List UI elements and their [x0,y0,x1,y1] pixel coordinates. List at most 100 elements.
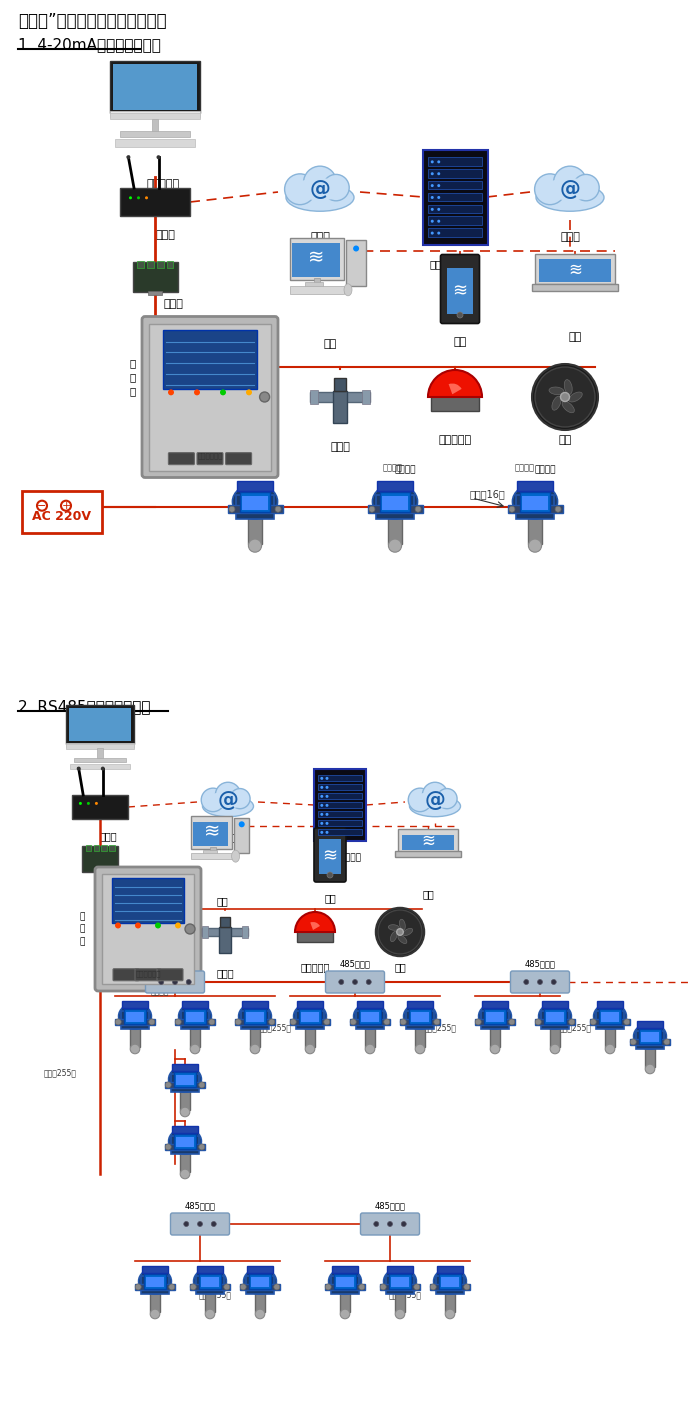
Bar [110,61,200,113]
Bar [428,228,482,236]
Circle shape [430,172,434,176]
Circle shape [395,1309,405,1318]
Circle shape [366,979,371,985]
Ellipse shape [562,401,575,412]
Bar [430,395,480,411]
Text: 声光报警器: 声光报警器 [300,962,330,972]
Bar [220,917,230,927]
Circle shape [573,174,599,201]
Bar [70,764,130,770]
Circle shape [430,219,434,222]
Text: 风机: 风机 [394,962,406,972]
Circle shape [224,1285,230,1290]
Circle shape [172,979,178,985]
Text: ≋: ≋ [323,847,337,865]
Bar [382,495,407,509]
Circle shape [194,390,200,395]
Circle shape [275,507,281,512]
Bar [379,492,410,512]
Circle shape [569,1019,575,1024]
Bar [163,331,257,390]
Circle shape [374,1221,379,1227]
Bar [356,1012,384,1029]
Bar [332,1266,358,1273]
Circle shape [326,832,328,834]
Circle shape [438,219,440,222]
Circle shape [408,788,432,812]
Bar [350,1019,390,1026]
Text: 转换器: 转换器 [163,300,183,310]
Bar [428,182,482,190]
Bar [439,1275,461,1289]
Circle shape [321,832,323,834]
Text: 485中继器: 485中继器 [185,1202,216,1210]
Text: 信号输出: 信号输出 [383,463,403,471]
Circle shape [205,1309,215,1318]
Circle shape [127,155,130,159]
Text: 可连接255台: 可连接255台 [258,1023,291,1031]
Ellipse shape [328,1268,361,1294]
FancyBboxPatch shape [169,453,195,464]
Bar [539,259,611,281]
FancyBboxPatch shape [326,971,384,993]
Bar [149,324,271,470]
Circle shape [430,184,434,187]
Bar [640,1033,659,1043]
Ellipse shape [414,792,456,808]
Bar [544,1009,566,1024]
Circle shape [235,1019,241,1024]
Circle shape [321,795,323,798]
Circle shape [229,507,235,512]
Circle shape [201,788,225,812]
Bar [237,481,272,491]
Bar [199,1275,221,1289]
Bar [314,279,320,283]
Circle shape [378,910,422,954]
Circle shape [135,923,141,929]
Circle shape [437,788,457,809]
Ellipse shape [169,1128,202,1154]
Circle shape [438,172,440,176]
Bar [362,390,370,404]
Ellipse shape [202,796,253,816]
Bar [486,1012,504,1023]
Bar [606,1027,615,1047]
Text: ≋: ≋ [308,248,325,267]
Circle shape [274,1285,280,1290]
Circle shape [190,1044,199,1054]
Bar [298,1000,323,1009]
Text: 终端: 终端 [422,889,434,899]
Wedge shape [449,384,462,394]
Bar [124,1009,146,1024]
Bar [172,1126,198,1134]
Text: 电磁阀: 电磁阀 [216,968,234,978]
Text: 路由器: 路由器 [99,832,117,841]
Bar [447,269,473,314]
Bar [182,1000,208,1009]
FancyBboxPatch shape [113,969,139,981]
Text: 485中继器: 485中继器 [374,1202,405,1210]
Circle shape [116,1019,121,1024]
FancyBboxPatch shape [197,453,223,464]
Ellipse shape [139,1268,172,1294]
Circle shape [524,979,528,985]
Bar [113,63,197,110]
Text: +: + [62,501,71,511]
Bar [304,281,323,287]
Circle shape [384,1019,390,1024]
Bar [205,1293,215,1313]
Ellipse shape [354,1003,386,1029]
Circle shape [430,196,434,198]
Bar [517,481,552,491]
Circle shape [397,929,403,936]
Text: AC 220V: AC 220V [32,509,92,522]
Bar [325,1283,365,1290]
Circle shape [197,1221,202,1227]
Text: 手机: 手机 [324,893,336,903]
Bar [191,853,232,860]
Bar [318,775,362,781]
Bar [484,1009,506,1024]
Text: −: − [37,501,47,511]
Bar [141,1276,169,1294]
Circle shape [438,232,440,235]
